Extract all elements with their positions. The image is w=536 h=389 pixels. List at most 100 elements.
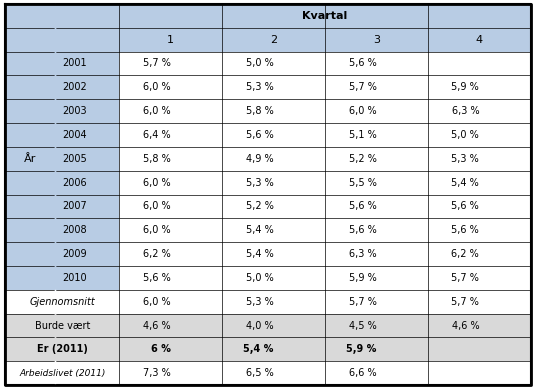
Text: 6,4 %: 6,4 % — [143, 130, 171, 140]
Text: 5,8 %: 5,8 % — [143, 154, 171, 164]
Text: 2: 2 — [270, 35, 277, 45]
FancyBboxPatch shape — [428, 361, 531, 385]
FancyBboxPatch shape — [120, 75, 222, 99]
FancyBboxPatch shape — [428, 171, 531, 194]
FancyBboxPatch shape — [5, 218, 55, 242]
FancyBboxPatch shape — [5, 75, 55, 99]
FancyBboxPatch shape — [55, 194, 120, 218]
FancyBboxPatch shape — [325, 314, 428, 337]
FancyBboxPatch shape — [325, 123, 428, 147]
FancyBboxPatch shape — [428, 51, 531, 75]
Text: Kvartal: Kvartal — [302, 11, 348, 21]
FancyBboxPatch shape — [120, 337, 222, 361]
Text: 5,5 %: 5,5 % — [348, 178, 376, 187]
Text: 4,0 %: 4,0 % — [246, 321, 273, 331]
Text: Burde vært: Burde vært — [35, 321, 90, 331]
Text: 6,0 %: 6,0 % — [143, 82, 171, 92]
FancyBboxPatch shape — [325, 99, 428, 123]
FancyBboxPatch shape — [120, 171, 222, 194]
FancyBboxPatch shape — [428, 99, 531, 123]
FancyBboxPatch shape — [222, 99, 325, 123]
Text: 4,9 %: 4,9 % — [246, 154, 273, 164]
FancyBboxPatch shape — [222, 171, 325, 194]
FancyBboxPatch shape — [428, 194, 531, 218]
FancyBboxPatch shape — [325, 147, 428, 171]
FancyBboxPatch shape — [5, 337, 120, 361]
FancyBboxPatch shape — [5, 314, 120, 337]
FancyBboxPatch shape — [55, 242, 120, 266]
Text: 5,6 %: 5,6 % — [348, 225, 376, 235]
FancyBboxPatch shape — [325, 242, 428, 266]
FancyBboxPatch shape — [222, 361, 325, 385]
FancyBboxPatch shape — [325, 218, 428, 242]
Text: Arbeidslivet (2011): Arbeidslivet (2011) — [19, 369, 106, 378]
FancyBboxPatch shape — [120, 194, 222, 218]
Text: 5,6 %: 5,6 % — [246, 130, 273, 140]
Text: 5,2 %: 5,2 % — [245, 202, 273, 211]
Text: 6,0 %: 6,0 % — [143, 178, 171, 187]
FancyBboxPatch shape — [325, 171, 428, 194]
FancyBboxPatch shape — [5, 171, 55, 194]
Text: 2005: 2005 — [63, 154, 87, 164]
FancyBboxPatch shape — [222, 242, 325, 266]
FancyBboxPatch shape — [222, 194, 325, 218]
Text: 6,6 %: 6,6 % — [349, 368, 376, 378]
Text: 6,0 %: 6,0 % — [143, 106, 171, 116]
FancyBboxPatch shape — [120, 266, 222, 290]
Text: 6,3 %: 6,3 % — [349, 249, 376, 259]
FancyBboxPatch shape — [120, 147, 222, 171]
FancyBboxPatch shape — [222, 147, 325, 171]
FancyBboxPatch shape — [120, 51, 222, 75]
Text: 5,4 %: 5,4 % — [246, 249, 273, 259]
Text: 6,3 %: 6,3 % — [452, 106, 479, 116]
FancyBboxPatch shape — [5, 123, 55, 147]
FancyBboxPatch shape — [428, 266, 531, 290]
Text: 5,0 %: 5,0 % — [451, 130, 479, 140]
Text: 2004: 2004 — [63, 130, 87, 140]
FancyBboxPatch shape — [325, 361, 428, 385]
Text: 5,3 %: 5,3 % — [246, 82, 273, 92]
Text: 6,2 %: 6,2 % — [451, 249, 479, 259]
FancyBboxPatch shape — [55, 51, 120, 75]
FancyBboxPatch shape — [5, 242, 55, 266]
Text: 5,7 %: 5,7 % — [143, 58, 171, 68]
FancyBboxPatch shape — [222, 337, 325, 361]
FancyBboxPatch shape — [222, 51, 325, 75]
FancyBboxPatch shape — [5, 51, 55, 75]
FancyBboxPatch shape — [120, 361, 222, 385]
Text: 5,3 %: 5,3 % — [246, 297, 273, 307]
FancyBboxPatch shape — [5, 290, 120, 314]
Text: 6 %: 6 % — [151, 344, 171, 354]
FancyBboxPatch shape — [120, 242, 222, 266]
FancyBboxPatch shape — [55, 266, 120, 290]
Text: 6,5 %: 6,5 % — [246, 368, 273, 378]
FancyBboxPatch shape — [222, 28, 325, 52]
FancyBboxPatch shape — [120, 123, 222, 147]
FancyBboxPatch shape — [5, 361, 120, 385]
FancyBboxPatch shape — [120, 28, 222, 52]
FancyBboxPatch shape — [325, 290, 428, 314]
Text: 5,2 %: 5,2 % — [348, 154, 376, 164]
FancyBboxPatch shape — [5, 147, 55, 171]
FancyBboxPatch shape — [5, 28, 120, 52]
FancyBboxPatch shape — [222, 290, 325, 314]
Text: 5,4 %: 5,4 % — [243, 344, 273, 354]
Text: 5,6 %: 5,6 % — [348, 202, 376, 211]
Text: 6,2 %: 6,2 % — [143, 249, 171, 259]
FancyBboxPatch shape — [222, 75, 325, 99]
FancyBboxPatch shape — [428, 218, 531, 242]
Text: År: År — [24, 154, 36, 164]
FancyBboxPatch shape — [120, 314, 222, 337]
FancyBboxPatch shape — [5, 194, 55, 218]
FancyBboxPatch shape — [428, 75, 531, 99]
Text: 4,5 %: 4,5 % — [348, 321, 376, 331]
FancyBboxPatch shape — [5, 266, 55, 290]
FancyBboxPatch shape — [55, 171, 120, 194]
Text: 5,9 %: 5,9 % — [451, 82, 479, 92]
Text: 5,7 %: 5,7 % — [348, 82, 376, 92]
Text: 5,6 %: 5,6 % — [143, 273, 171, 283]
Text: 3: 3 — [373, 35, 380, 45]
Text: 6,0 %: 6,0 % — [143, 225, 171, 235]
Text: 5,7 %: 5,7 % — [451, 297, 479, 307]
Text: 5,6 %: 5,6 % — [451, 202, 479, 211]
